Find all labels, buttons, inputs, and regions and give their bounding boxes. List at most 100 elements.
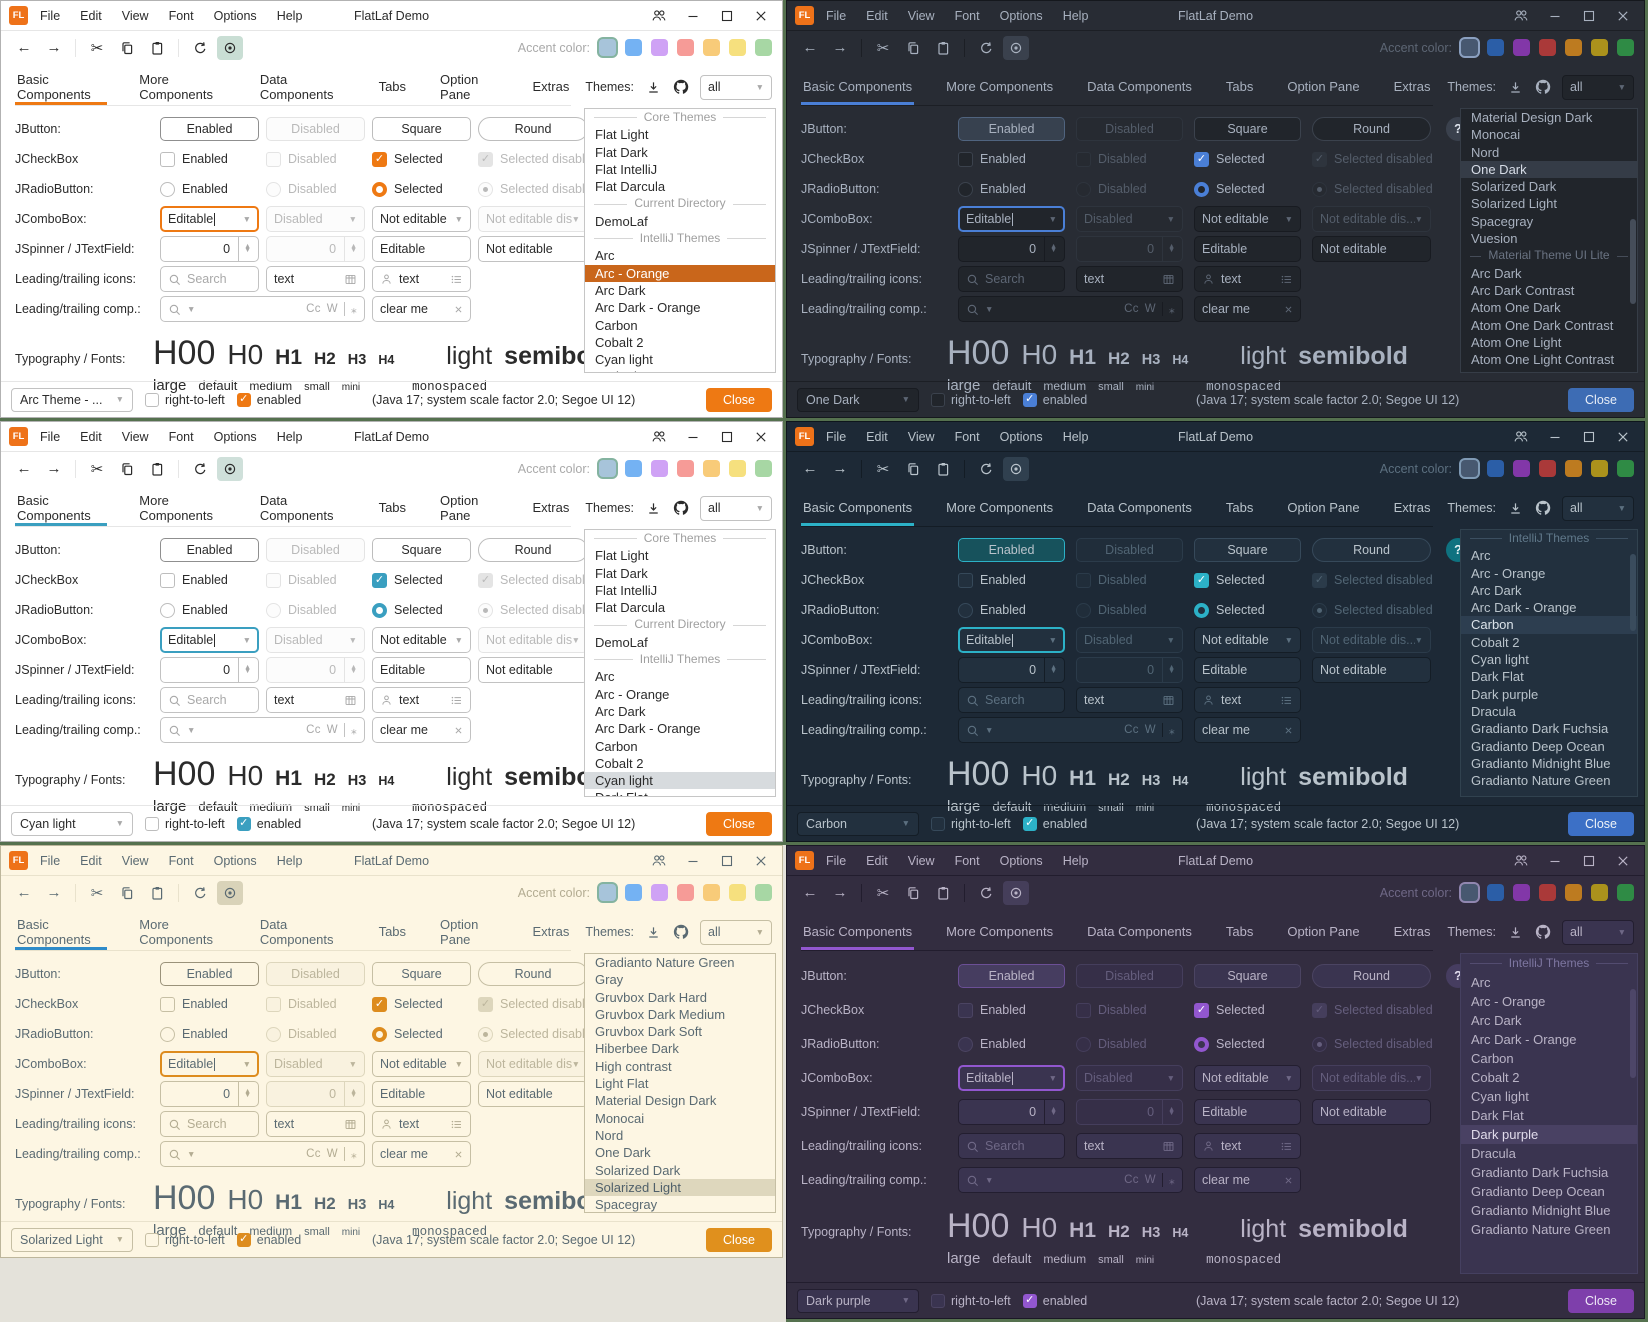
theme-list-item[interactable]: Gradianto Midnight Blue [1471,755,1611,771]
tab-tabs[interactable]: Tabs [1225,924,1254,939]
menu-options[interactable]: Options [213,8,257,23]
theme-list-item[interactable]: Spacegray [1471,213,1534,229]
theme-list-item[interactable]: Flat IntelliJ [595,582,658,598]
checkbox-selected[interactable]: ✓ Selected [1194,151,1301,167]
clear-me-field[interactable]: clear me [372,1141,471,1167]
scrollbar-thumb[interactable] [1630,989,1636,1079]
radio-checked-icon[interactable] [1194,1036,1209,1052]
theme-list-item[interactable]: Arc [595,248,615,264]
theme-combobox[interactable]: Arc Theme - ... ▼ [11,387,133,412]
menu-file[interactable]: File [826,853,847,868]
maximize-button[interactable] [712,4,742,28]
tab-basic-components[interactable]: Basic Components [15,913,107,950]
editable-textfield[interactable]: Editable [1194,1099,1301,1125]
theme-list-item[interactable]: Arc Dark [595,282,646,298]
theme-list-item[interactable]: Material Design Dark [595,1093,717,1109]
spinner-arrows-icon[interactable]: ▲ ▼ [1044,658,1057,682]
clear-me-field[interactable]: clear me [372,296,471,322]
download-icon[interactable] [1506,78,1524,96]
maximize-button[interactable] [712,849,742,873]
whole-words-icon[interactable]: W [1144,1174,1156,1186]
theme-list-item[interactable]: Arc Dark [1471,582,1522,598]
menu-help[interactable]: Help [276,853,303,868]
maximize-button[interactable] [1574,425,1604,449]
search-field[interactable]: Search [958,266,1065,292]
maximize-button[interactable] [712,425,742,449]
square-button[interactable]: Square [1194,538,1301,562]
tab-data-components[interactable]: Data Components [1087,79,1192,94]
forward-icon[interactable]: → [46,884,62,901]
menu-file[interactable]: File [826,429,847,444]
checkbox-checked-icon[interactable]: ✓ [372,151,387,167]
editable-combobox[interactable]: Editable ▼ [958,1065,1065,1091]
accent-swatch[interactable] [1591,39,1608,56]
chevron-down-icon[interactable]: ▼ [985,1174,994,1185]
theme-list-item[interactable]: Arc Dark - Orange [1471,1032,1577,1047]
menu-edit[interactable]: Edit [80,8,102,23]
theme-list-item[interactable]: Arc - Orange [1471,994,1546,1009]
accent-swatch[interactable] [729,39,746,56]
text-field-leading-user[interactable]: text [1194,687,1301,713]
radio-selected[interactable]: Selected [372,1026,471,1042]
forward-icon[interactable]: → [832,460,848,477]
radio-icon[interactable] [958,602,973,618]
menu-options[interactable]: Options [213,853,257,868]
accent-swatch[interactable] [1539,884,1556,901]
theme-list-item[interactable]: Arc Dark - Orange [595,300,701,316]
scrollbar[interactable] [1629,954,1637,1273]
checkbox-checked-icon[interactable]: ✓ [1194,572,1209,588]
menu-view[interactable]: View [907,429,935,444]
table-icon[interactable] [344,273,357,286]
close-button[interactable]: Close [706,811,772,836]
users-icon[interactable] [644,849,674,873]
theme-list-item-selected[interactable]: Solarized Light [585,1178,775,1197]
tab-basic-components[interactable]: Basic Components [15,68,107,105]
theme-list-item[interactable]: Flat Light [595,548,649,564]
back-icon[interactable]: ← [16,460,32,477]
round-button[interactable]: Round [478,962,588,986]
back-icon[interactable]: ← [802,884,818,901]
tab-option-pane[interactable]: Option Pane [440,71,479,102]
menu-edit[interactable]: Edit [80,429,102,444]
spinner[interactable]: 0 ▲ ▼ [160,657,259,683]
paste-icon[interactable] [144,881,170,905]
tab-data-components[interactable]: Data Components [1087,924,1192,939]
back-icon[interactable]: ← [802,460,818,477]
theme-list-item[interactable]: Gradianto Nature Green [595,955,735,970]
tab-extras[interactable]: Extras [1393,500,1431,515]
square-button[interactable]: Square [372,117,471,141]
accent-swatch[interactable] [1461,39,1478,56]
theme-list-item[interactable]: Flat IntelliJ [595,161,658,177]
theme-list-item[interactable]: Dark Flat [1471,1108,1524,1123]
tab-basic-components[interactable]: Basic Components [15,489,107,526]
theme-list-item[interactable]: Atom One Dark [1471,300,1561,316]
whole-words-icon[interactable]: W [1144,724,1156,736]
regex-icon[interactable]: ⁎ [350,725,357,737]
refresh-icon[interactable] [973,457,999,481]
themes-filter-combobox[interactable]: all ▼ [1562,919,1634,945]
whole-words-icon[interactable]: W [326,303,338,315]
text-field-trailing-table[interactable]: text [266,266,365,292]
search-options-field[interactable]: ▼ Cc W ⁎ [160,1141,365,1167]
tab-more-components[interactable]: More Components [946,924,1054,939]
menu-file[interactable]: File [40,429,61,444]
download-icon[interactable] [644,78,662,96]
menu-help[interactable]: Help [1062,853,1089,868]
text-field-trailing-table[interactable]: text [266,687,365,713]
theme-list-item[interactable]: Arc [1471,548,1491,564]
theme-list-item[interactable]: Cobalt 2 [1471,634,1520,650]
close-window-button[interactable] [746,425,776,449]
tab-more-components[interactable]: More Components [139,71,213,102]
radio-enabled[interactable]: Enabled [160,602,259,618]
copy-icon[interactable] [114,881,140,905]
spinner-arrows-icon[interactable]: ▲ ▼ [238,1082,251,1106]
editable-textfield[interactable]: Editable [1194,657,1301,683]
square-button[interactable]: Square [372,962,471,986]
accent-swatch[interactable] [677,39,694,56]
enabled-button[interactable]: Enabled [160,962,259,986]
radio-icon[interactable] [160,181,175,197]
right-to-left-checkbox[interactable]: right-to-left [931,816,1011,831]
tab-tabs[interactable]: Tabs [378,924,407,939]
paste-icon[interactable] [930,457,956,481]
round-button[interactable]: Round [478,538,588,562]
